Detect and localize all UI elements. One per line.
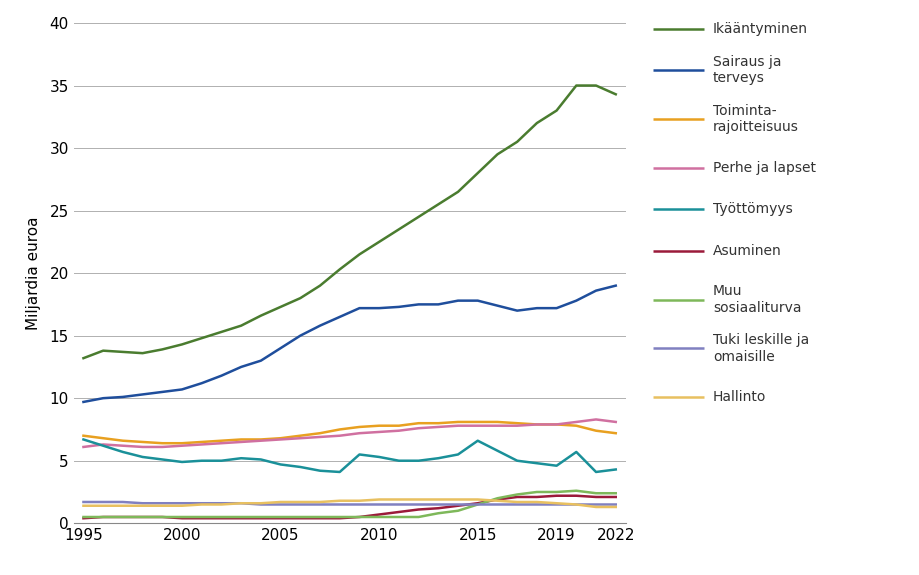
Text: Asuminen: Asuminen xyxy=(712,244,781,258)
Text: Tuki leskille ja
omaisille: Tuki leskille ja omaisille xyxy=(712,334,809,363)
Y-axis label: Miljardia euroa: Miljardia euroa xyxy=(26,216,41,330)
Text: Työttömyys: Työttömyys xyxy=(712,202,792,216)
Text: Sairaus ja
terveys: Sairaus ja terveys xyxy=(712,55,780,85)
Text: Perhe ja lapset: Perhe ja lapset xyxy=(712,161,815,175)
Text: Hallinto: Hallinto xyxy=(712,390,766,404)
Text: Toiminta-
rajoitteisuus: Toiminta- rajoitteisuus xyxy=(712,104,798,134)
Text: Ikääntyminen: Ikääntyminen xyxy=(712,22,807,36)
Text: Muu
sosiaaliturva: Muu sosiaaliturva xyxy=(712,285,800,315)
